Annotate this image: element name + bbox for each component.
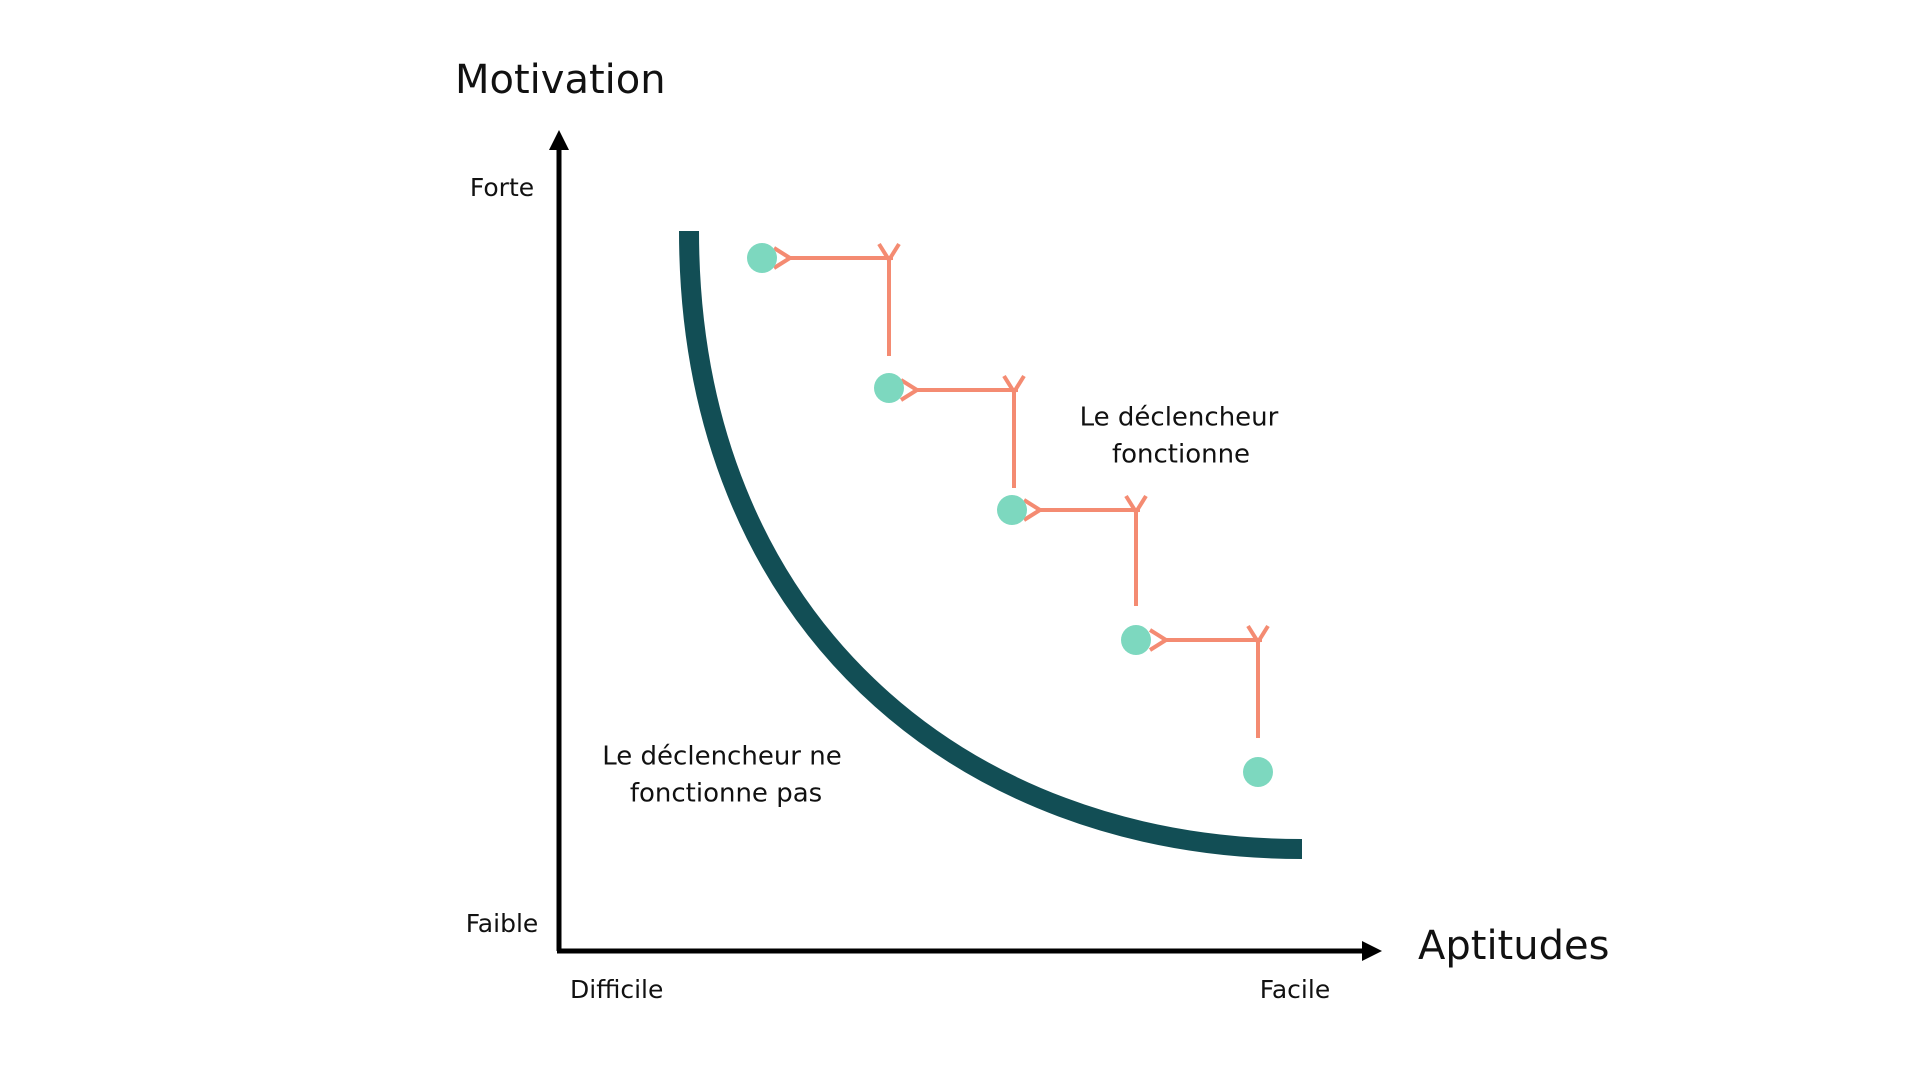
region-label: Le déclencheur (1080, 403, 1279, 433)
x-axis-title: Aptitudes (1418, 923, 1609, 969)
region-label: fonctionne pas (630, 779, 822, 809)
arrows (772, 242, 1270, 738)
dot (997, 495, 1027, 525)
region-label: Le déclencheur ne (602, 742, 841, 772)
threshold-curve (679, 230, 1303, 859)
y-axis-title: Motivation (455, 57, 666, 103)
x-axis-high: Facile (1260, 975, 1330, 1004)
region-label: fonctionne (1112, 440, 1250, 470)
dot (747, 243, 777, 273)
dot (1243, 757, 1273, 787)
x-axis-low: Difficile (570, 975, 663, 1004)
dot (874, 373, 904, 403)
dot (1121, 625, 1151, 655)
dots (747, 243, 1273, 787)
y-axis-high: Forte (470, 173, 534, 202)
y-axis-low: Faible (466, 909, 539, 938)
